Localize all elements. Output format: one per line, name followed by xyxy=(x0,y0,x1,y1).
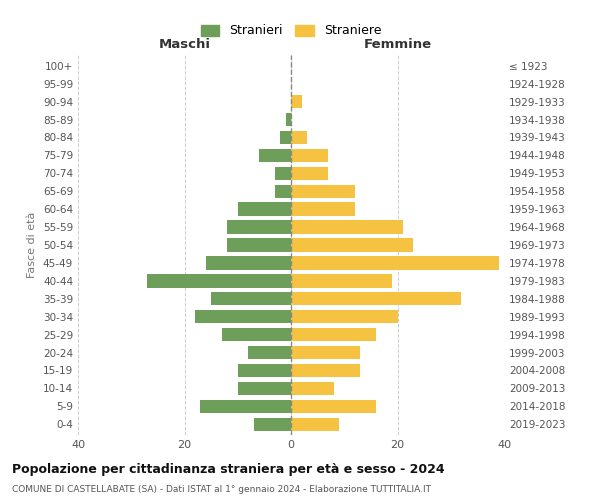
Bar xyxy=(291,418,339,431)
Bar xyxy=(211,292,291,306)
Bar xyxy=(291,256,499,270)
Bar xyxy=(286,113,291,126)
Bar xyxy=(291,382,334,395)
Bar xyxy=(291,346,360,360)
Bar xyxy=(222,328,291,342)
Y-axis label: Fasce di età: Fasce di età xyxy=(28,212,37,278)
Bar xyxy=(195,310,291,324)
Text: Popolazione per cittadinanza straniera per età e sesso - 2024: Popolazione per cittadinanza straniera p… xyxy=(12,463,445,476)
Bar xyxy=(238,382,291,395)
Bar xyxy=(291,364,360,377)
Bar xyxy=(275,166,291,180)
Bar xyxy=(291,148,328,162)
Text: Maschi: Maschi xyxy=(158,38,211,52)
Bar xyxy=(291,130,307,144)
Bar xyxy=(291,220,403,234)
Bar xyxy=(291,184,355,198)
Bar xyxy=(291,310,398,324)
Bar xyxy=(238,364,291,377)
Text: Femmine: Femmine xyxy=(364,38,431,52)
Bar xyxy=(200,400,291,413)
Bar xyxy=(291,95,302,108)
Bar xyxy=(254,418,291,431)
Bar xyxy=(291,274,392,287)
Bar xyxy=(227,220,291,234)
Bar xyxy=(227,238,291,252)
Bar xyxy=(291,328,376,342)
Bar xyxy=(291,238,413,252)
Bar xyxy=(248,346,291,360)
Bar xyxy=(206,256,291,270)
Bar xyxy=(147,274,291,287)
Bar xyxy=(291,202,355,216)
Text: COMUNE DI CASTELLABATE (SA) - Dati ISTAT al 1° gennaio 2024 - Elaborazione TUTTI: COMUNE DI CASTELLABATE (SA) - Dati ISTAT… xyxy=(12,485,431,494)
Legend: Stranieri, Straniere: Stranieri, Straniere xyxy=(196,20,386,42)
Bar xyxy=(280,130,291,144)
Bar xyxy=(291,292,461,306)
Bar xyxy=(259,148,291,162)
Bar xyxy=(275,184,291,198)
Bar xyxy=(291,400,376,413)
Bar xyxy=(238,202,291,216)
Bar xyxy=(291,166,328,180)
